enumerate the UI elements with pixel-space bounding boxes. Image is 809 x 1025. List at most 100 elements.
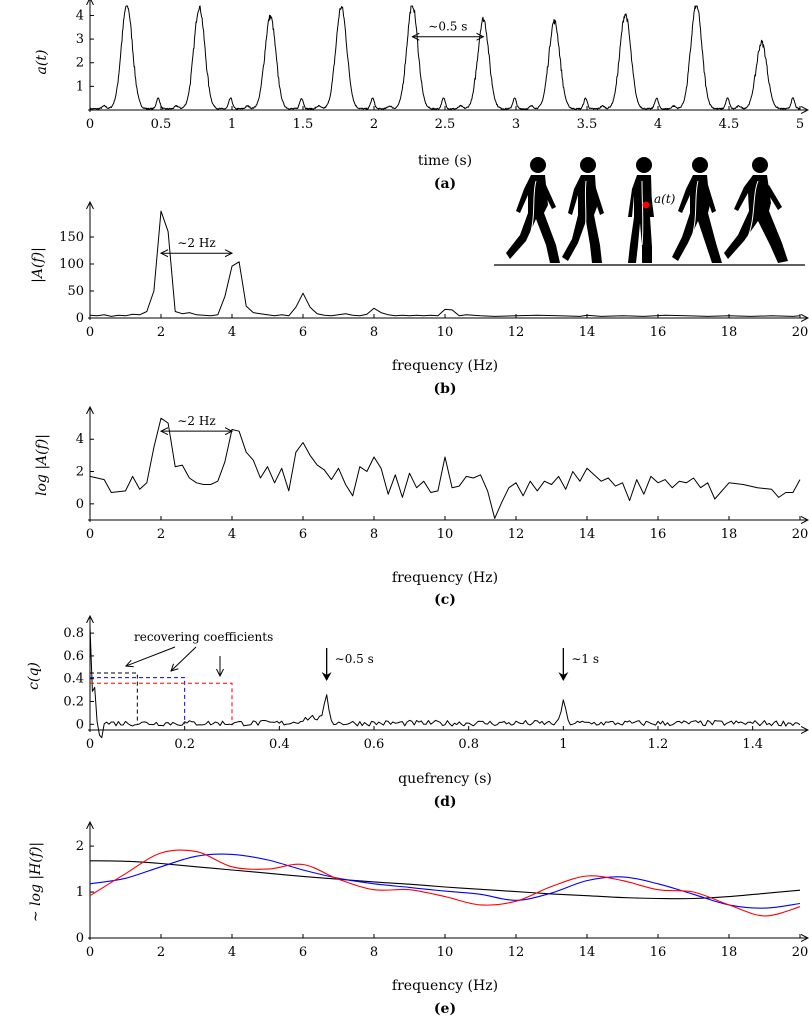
panel-c-ylabel: log |A(f)| [34,434,50,496]
x-tick-label: 14 [579,945,596,960]
x-tick-label: 12 [508,945,525,960]
y-tick-label: 1 [76,79,84,94]
x-tick-label: 16 [650,527,667,542]
panel-b-ylabel: |A(f)| [30,247,46,283]
y-tick-label: 150 [59,230,84,245]
envelope-series-blue [89,853,801,909]
panel-c-chart: log |A(f)| frequency (Hz) (c) 0 2 4 6 8 10 12 1… [34,407,808,608]
panel-a-xlabel: time (s) [418,153,472,169]
x-tick-label: 5 [796,117,804,132]
x-tick-label: 8 [370,325,378,340]
panel-b-xlabel: frequency (Hz) [392,358,498,374]
x-tick-label: 20 [792,945,809,960]
y-tick-label: 0 [76,497,84,512]
frequency-label: ∼2 Hz [177,236,215,250]
panel-e-chart: ∼ log |H(f)| frequency (Hz) (e) 0 2 4 6 8 10 1… [28,822,808,1017]
x-tick-label: 6 [299,325,307,340]
envelope-series-black [89,860,801,900]
y-tick-label: 3 [76,32,84,47]
x-tick-label: 3.5 [577,117,598,132]
cepstrum-line [89,626,801,739]
cutoff-box [90,682,233,725]
x-tick-label: 0 [86,737,94,752]
one-second-label: ∼1 s [571,652,599,666]
sensor-dot [642,201,650,209]
x-tick-label: 0 [86,945,94,960]
x-tick-label: 0.6 [364,737,385,752]
x-tick-label: 0 [86,117,94,132]
walker-2 [562,157,604,263]
x-tick-label: 2.5 [435,117,456,132]
y-tick-label: 4 [76,8,84,23]
x-tick-label: 14 [579,325,596,340]
x-tick-label: 2 [157,945,165,960]
y-tick-label: 0 [76,311,84,326]
x-tick-label: 0.8 [458,737,479,752]
y-tick-label: 100 [59,257,84,272]
x-tick-label: 3 [512,117,520,132]
y-tick-label: 0 [76,717,84,732]
walker-5 [724,157,788,263]
recovering-coefficients-label: recovering coefficients [134,630,273,644]
panel-c-xlabel: frequency (Hz) [392,570,498,586]
x-tick-label: 0.5 [151,117,172,132]
panel-d-ylabel: c(q) [26,662,42,690]
log-spectrum-line [89,417,801,519]
x-tick-label: 6 [299,527,307,542]
x-tick-label: 0 [86,527,94,542]
panel-e-xlabel: frequency (Hz) [392,978,498,994]
panel-d-xlabel: quefrency (s) [398,771,492,787]
x-tick-label: 4 [228,945,236,960]
x-tick-label: 6 [299,945,307,960]
x-tick-label: 1 [228,117,236,132]
x-tick-label: 12 [508,325,525,340]
x-tick-label: 12 [508,527,525,542]
half-second-label: ∼0.5 s [335,652,374,666]
x-tick-label: 8 [370,527,378,542]
x-tick-label: 0.4 [269,737,290,752]
x-tick-label: 20 [792,325,809,340]
frequency-label: ∼2 Hz [177,414,215,428]
panel-c-label: (c) [434,592,456,608]
walking-figures-illustration: a(t) a(t) [494,157,805,266]
panel-b-chart: |A(f)| frequency (Hz) (b) 0 2 4 6 8 10 12 14 16 1… [30,202,808,397]
y-tick-label: 1 [76,885,84,900]
panel-e-label: (e) [434,1001,456,1017]
x-tick-label: 2 [157,325,165,340]
x-tick-label: 10 [437,945,454,960]
x-tick-label: 1.4 [742,737,763,752]
panel-d-chart: c(q) quefrency (s) (d) recovering coeffi… [26,616,808,810]
y-tick-label: 2 [76,56,84,71]
panel-a-chart: a(t) time (s) (a) 0 0.5 1 1.5 2 2.5 3 3.5 4 4.5 5 1… [34,0,808,192]
panel-a-ylabel: a(t) [34,50,50,75]
x-tick-label: 20 [792,527,809,542]
x-tick-label: 16 [650,945,667,960]
x-tick-label: 1.2 [648,737,669,752]
y-tick-label: 2 [76,465,84,480]
cutoff-box [90,677,186,725]
x-tick-label: 0.2 [174,737,195,752]
y-tick-label: 2 [76,839,84,854]
x-tick-label: 2 [157,527,165,542]
envelope-series-red [89,849,801,917]
x-tick-label: 8 [370,945,378,960]
x-tick-label: 4.5 [719,117,740,132]
x-tick-label: 18 [721,527,738,542]
walker-3: a(t) a(t) [628,157,677,263]
y-tick-label: 0.2 [63,695,84,710]
x-tick-label: 18 [721,945,738,960]
y-tick-label: 0.4 [63,672,84,687]
x-tick-label: 16 [650,325,667,340]
recovering-arrow [126,646,176,666]
x-tick-label: 4 [228,325,236,340]
x-tick-label: 18 [721,325,738,340]
y-tick-label: 0.6 [63,649,84,664]
x-tick-label: 0 [86,325,94,340]
spectrum-line [89,210,801,317]
sensor-label: a(t) [654,192,676,206]
y-tick-label: 50 [67,284,84,299]
walker-4 [672,157,722,263]
x-tick-label: 4 [654,117,662,132]
panel-d-label: (d) [433,794,456,810]
